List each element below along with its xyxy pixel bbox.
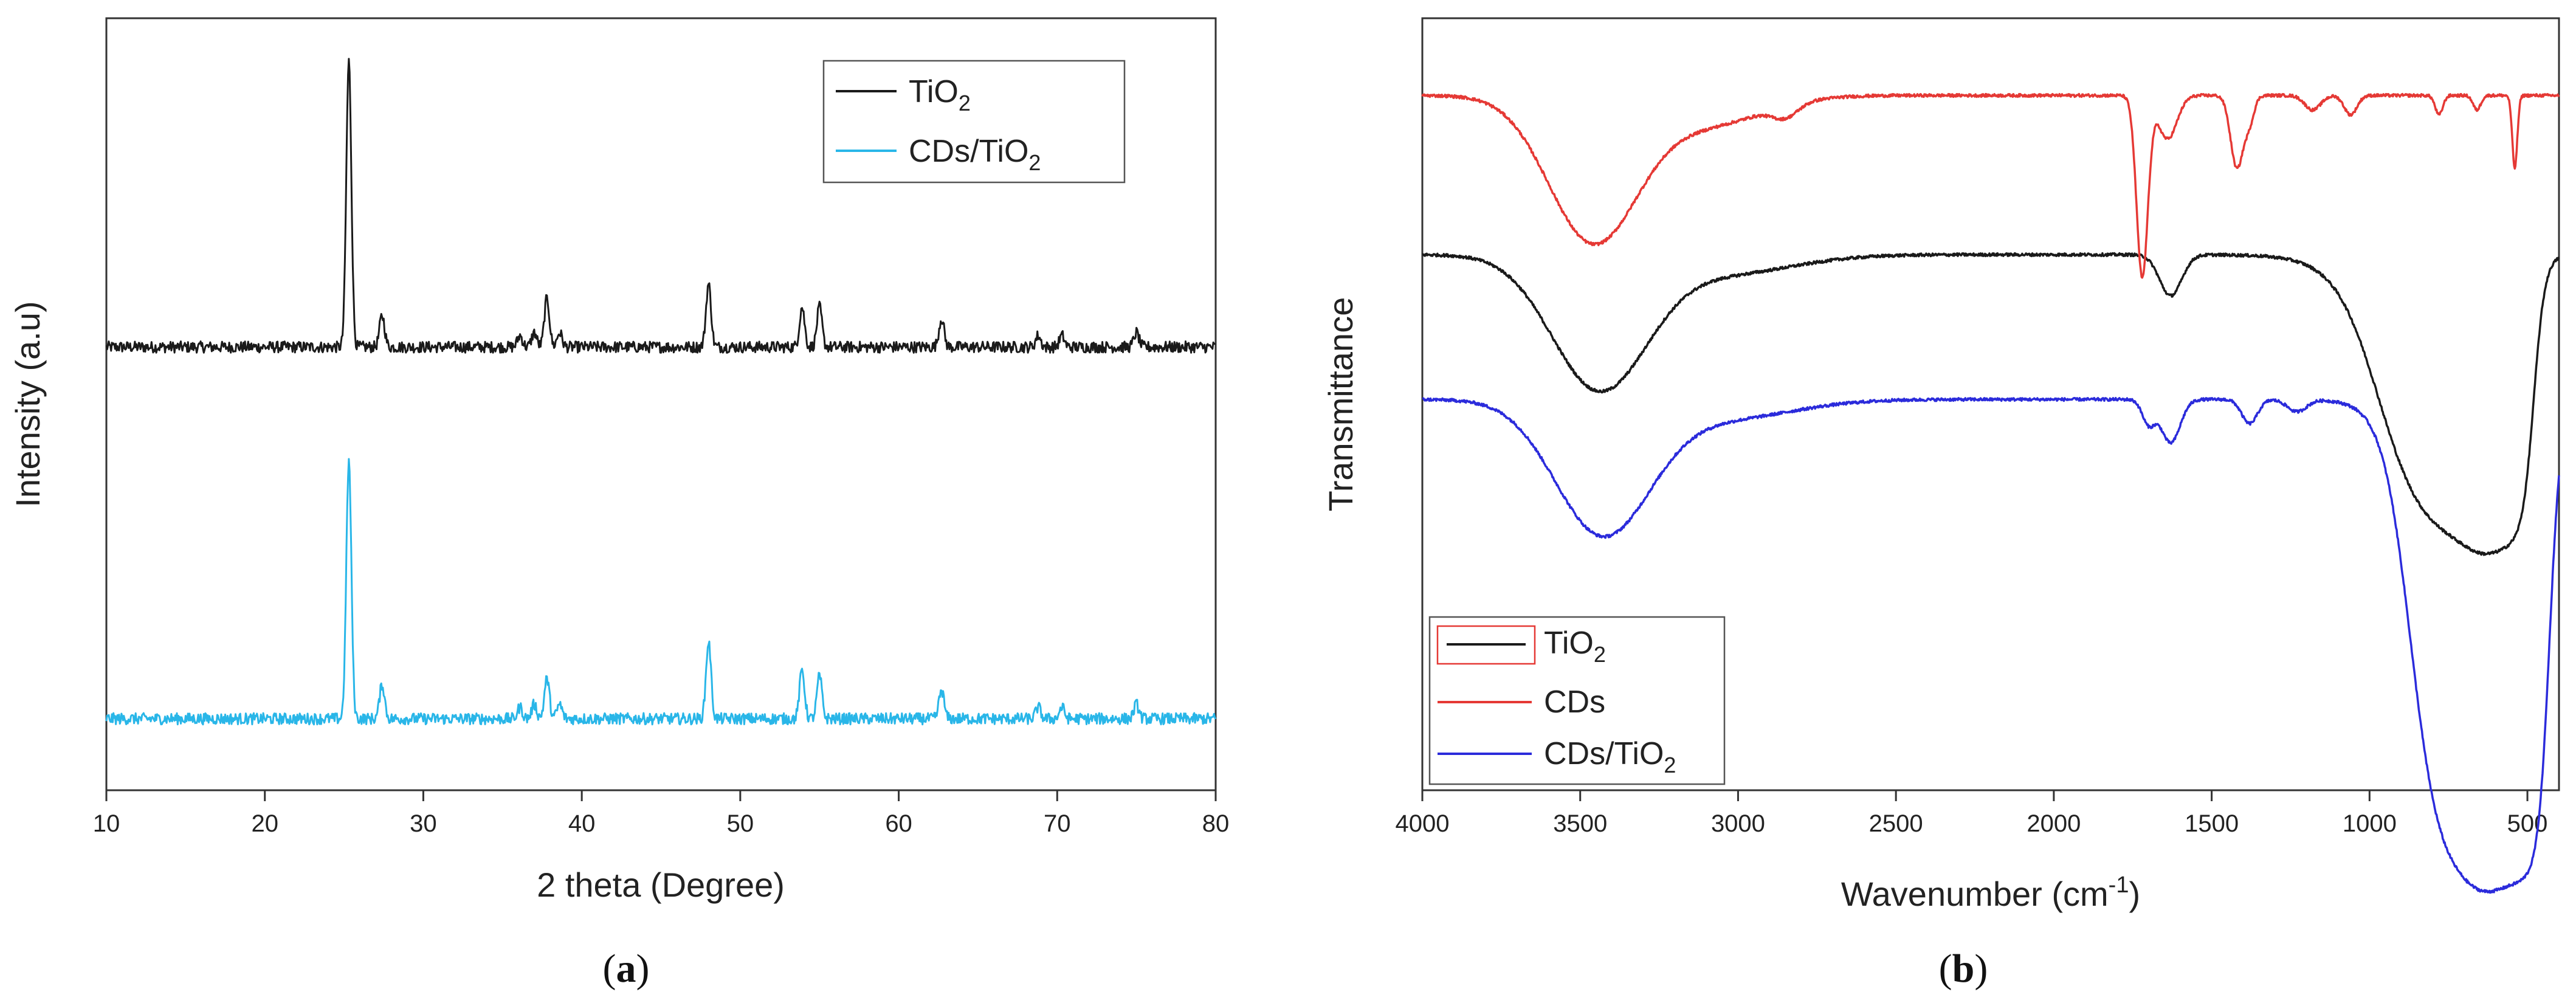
panel-b-plot-frame	[1421, 17, 2560, 791]
panel-b-y-axis-title: Transmittance	[1321, 297, 1360, 512]
panel-a-x-tick-label: 70	[1044, 810, 1071, 837]
panel-a-chart: 10 20 30 40 50 60 70 80 2 theta (Degree) Intens…	[9, 17, 1230, 904]
panel-a-x-tick-label: 10	[93, 810, 120, 837]
panel-a-plot-frame	[105, 17, 1217, 791]
panel-b-legend-label-cds: CDs	[1544, 684, 1605, 720]
panel-b-chart: 4000 3500 3000 2500 2000 1500 1000 500 Wavenumb…	[1321, 17, 2560, 913]
panel-a-legend-label-cds-tio2: CDs/TiO2	[909, 134, 1041, 175]
panel-b-legend-label-tio2: TiO2	[1544, 626, 1606, 667]
panel-a-x-tick-label: 60	[885, 810, 912, 837]
panel-b-x-tick-label: 1000	[2343, 810, 2397, 837]
panel-a-series-cds-tio2	[105, 458, 1217, 726]
panel-a-x-tick-label: 80	[1202, 810, 1230, 837]
panel-a-series	[105, 58, 1217, 726]
panel-a-x-tick-label: 40	[568, 810, 596, 837]
panel-b-x-tick-label: 4000	[1396, 810, 1450, 837]
panel-a-x-tick-label: 50	[727, 810, 754, 837]
panel-a-series-tio2	[105, 58, 1216, 354]
panel-b-x-tick-label: 1500	[2185, 810, 2239, 837]
caption-b: (b)	[1939, 946, 1988, 991]
panel-b-x-tick-label: 2000	[2027, 810, 2081, 837]
panel-a-x-axis-title: 2 theta (Degree)	[537, 866, 785, 904]
panel-b-series-cds-tio2	[1422, 396, 2560, 894]
panel-b-x-axis-title: Wavenumber (cm-1)	[1841, 872, 2140, 913]
panel-a-y-axis-title: Intensity (a.u)	[9, 301, 47, 507]
panel-b-x-tick-label: 2500	[1869, 810, 1923, 837]
panel-b-legend: TiO2 CDs CDs/TiO2	[1428, 616, 1726, 785]
caption-a: (a)	[603, 946, 650, 991]
panel-b-x-tick-label: 500	[2507, 810, 2548, 837]
panel-b-series-cds	[1421, 92, 2560, 279]
panel-b-x-tick-label: 3500	[1553, 810, 1607, 837]
panel-a-x-tick-label: 20	[251, 810, 278, 837]
panel-a-x-tick-label: 30	[410, 810, 437, 837]
panel-b-legend-swatch-tio2-box	[1436, 625, 1536, 665]
panel-b-x-tick-label: 3000	[1711, 810, 1765, 837]
panel-b-x-ticks: 4000 3500 3000 2500 2000 1500 1000 500	[1396, 790, 2548, 837]
panel-a-legend-label-tio2: TiO2	[909, 74, 971, 115]
panel-a-legend: TiO2 CDs/TiO2	[822, 60, 1126, 184]
panel-a-x-ticks: 10 20 30 40 50 60 70 80	[93, 790, 1230, 837]
panel-b-legend-label-cds-tio2: CDs/TiO2	[1544, 736, 1676, 777]
panel-b-series	[1421, 92, 2560, 894]
panel-a-legend-box	[822, 60, 1126, 184]
panel-b-series-tio2	[1422, 252, 2560, 556]
